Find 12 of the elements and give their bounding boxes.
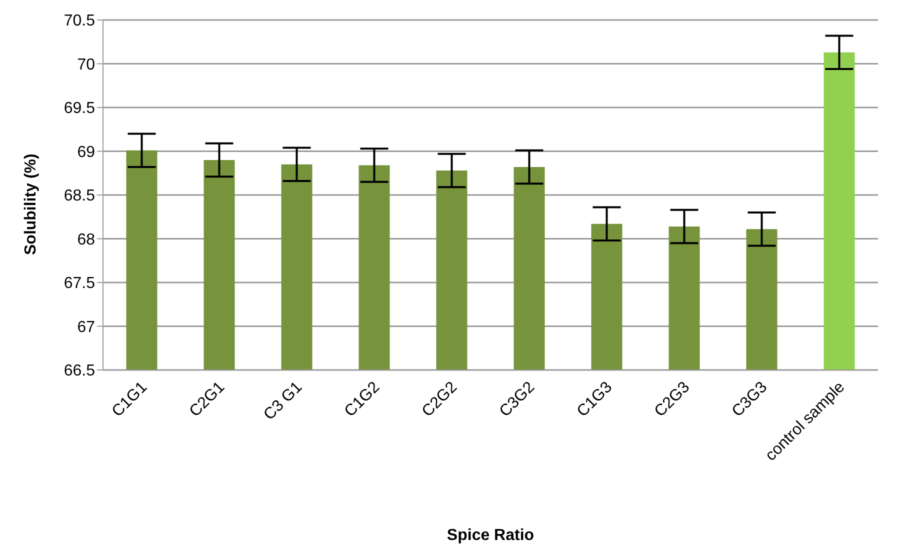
- x-axis-title: Spice Ratio: [446, 527, 534, 544]
- y-tick-label: 69.5: [64, 100, 96, 118]
- y-tick-label: 68: [77, 231, 96, 248]
- y-tick-label: 67.5: [64, 275, 96, 292]
- y-tick-label: 68.5: [64, 188, 96, 205]
- y-tick-label: 69: [77, 144, 96, 161]
- y-tick-label: 70.5: [64, 12, 96, 30]
- x-tick-label: C3 G1: [260, 378, 306, 424]
- y-tick-label: 67: [77, 318, 96, 336]
- y-axis-title: Solubility (%): [22, 154, 40, 255]
- y-tick-label: 66.5: [64, 362, 96, 380]
- y-tick-label: 70: [77, 56, 96, 74]
